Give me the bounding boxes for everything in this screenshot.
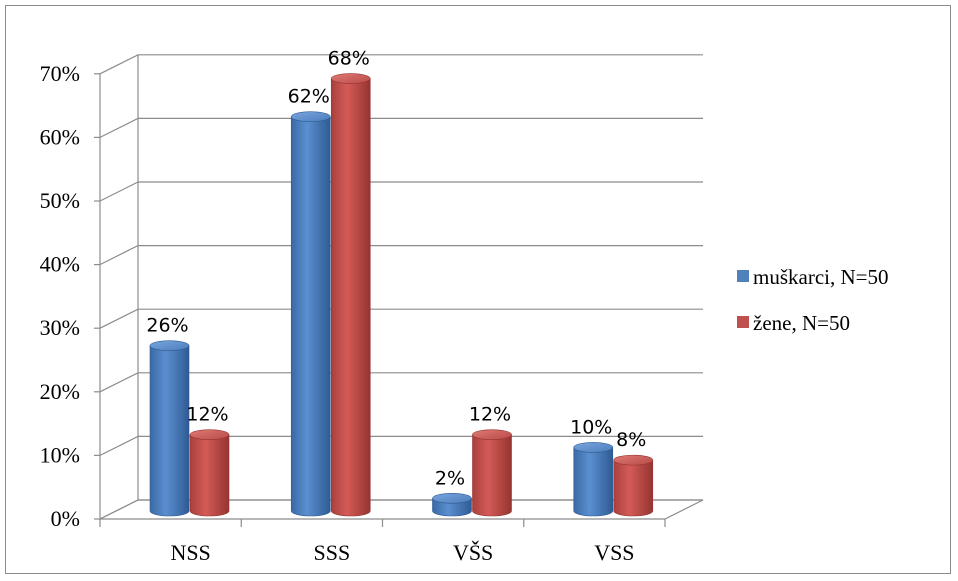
gridline xyxy=(99,181,703,202)
legend-swatch-muskarci xyxy=(737,270,749,282)
x-category-label: NSS xyxy=(170,540,210,565)
gridline xyxy=(99,245,703,266)
y-tick-label: 70% xyxy=(40,61,80,86)
data-label: 12% xyxy=(469,404,511,426)
y-tick-label: 60% xyxy=(40,124,80,149)
y-tick-label: 10% xyxy=(40,442,80,467)
bar-top-cap xyxy=(290,111,331,122)
data-label: 62% xyxy=(288,86,330,108)
bar-top-cap xyxy=(613,454,654,466)
y-tick-label: 50% xyxy=(40,188,80,213)
bar-top-cap xyxy=(432,492,472,504)
x-axis-categories: NSS SSS VŠS VSS xyxy=(170,540,634,565)
y-axis-ticks: 0% 10% 20% 30% 40% 50% 60% 70% xyxy=(40,61,80,531)
bar-top-cap xyxy=(472,429,512,440)
gridline xyxy=(99,117,703,138)
bar-top-cap xyxy=(189,429,230,440)
bar-top-cap xyxy=(330,73,371,84)
gridline xyxy=(99,372,703,393)
x-category-label: VSS xyxy=(594,540,634,565)
y-tick-label: 40% xyxy=(40,252,80,277)
chart-floor xyxy=(99,499,704,520)
bar-muskarci-NSS xyxy=(149,345,190,517)
data-label: 8% xyxy=(616,429,646,451)
bar-top-cap xyxy=(149,340,190,351)
legend-label-zene: žene, N=50 xyxy=(753,311,850,335)
data-label: 68% xyxy=(328,48,370,70)
data-labels: 26% 12% 62% 68% 2% 12% 10%8% xyxy=(146,48,646,490)
legend: muškarci, N=50 žene, N=50 xyxy=(737,265,889,335)
bar-muskarci-VSS xyxy=(573,447,614,517)
legend-swatch-zene xyxy=(737,316,749,328)
bar-zene-SSS xyxy=(330,78,371,517)
bars xyxy=(149,73,654,517)
data-label: 26% xyxy=(146,315,188,337)
bar-zene-VŠS xyxy=(472,434,512,517)
gridline xyxy=(99,54,703,75)
bar-top-cap xyxy=(573,442,614,453)
data-label: 10% xyxy=(570,416,612,438)
data-label: 2% xyxy=(435,467,465,489)
bar-zene-VSS xyxy=(613,459,654,517)
data-label: 12% xyxy=(186,404,228,426)
bar-zene-NSS xyxy=(189,434,230,517)
bar-muskarci-SSS xyxy=(290,116,331,517)
x-category-label: SSS xyxy=(314,540,351,565)
y-tick-label: 0% xyxy=(51,506,80,531)
axes xyxy=(94,54,704,527)
y-tick-label: 20% xyxy=(40,379,80,404)
legend-label-muskarci: muškarci, N=50 xyxy=(753,265,889,289)
y-tick-label: 30% xyxy=(40,315,80,340)
x-category-label: VŠS xyxy=(453,540,493,565)
gridline xyxy=(99,308,703,329)
